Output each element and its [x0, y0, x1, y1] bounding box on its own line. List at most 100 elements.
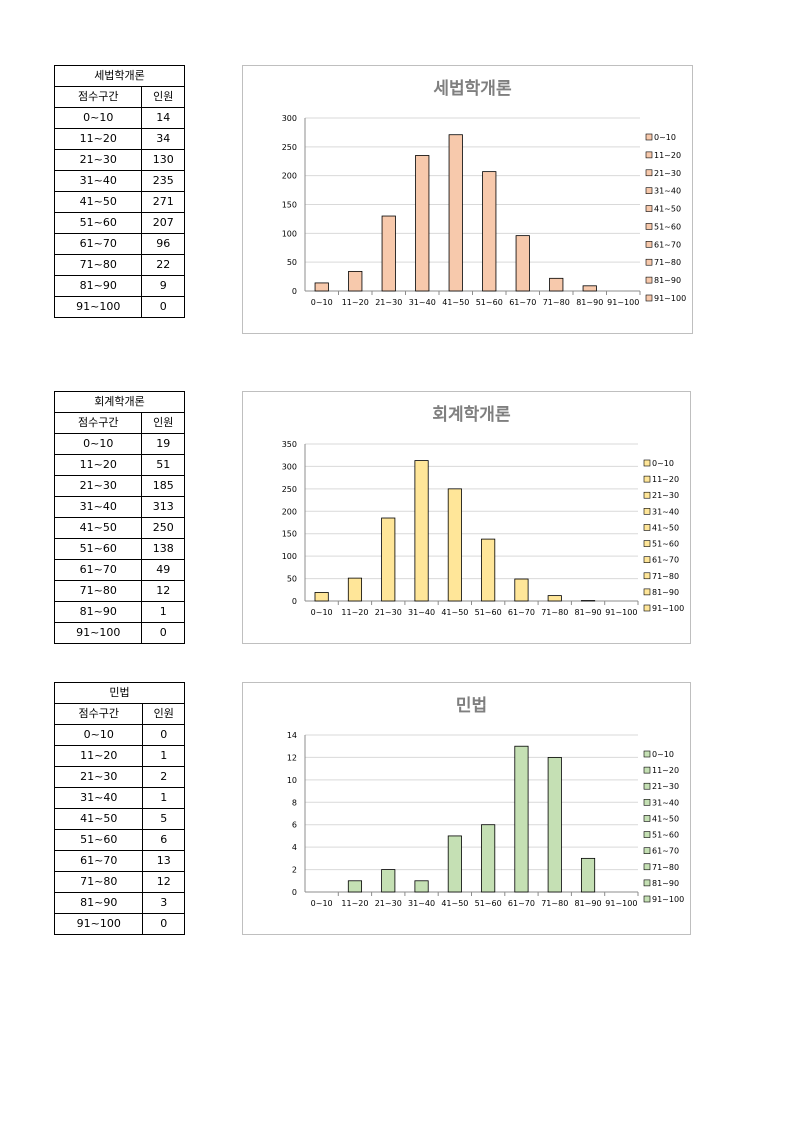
- legend-label: 91~100: [652, 604, 684, 613]
- range-cell: 71~80: [53, 254, 143, 276]
- legend-label: 91~100: [654, 294, 686, 303]
- count-cell: 34: [141, 128, 185, 150]
- legend-swatch: [643, 508, 651, 515]
- legend-label: 91~100: [652, 895, 684, 904]
- x-tick-label: 61~70: [508, 608, 535, 617]
- chart-title: 세법학개론: [433, 79, 512, 99]
- count-cell: 271: [141, 191, 185, 213]
- bar: [448, 134, 463, 292]
- table-row: 0~10 14: [53, 107, 185, 129]
- bar: [447, 835, 462, 893]
- table-row: 61~70 49: [53, 559, 185, 581]
- legend-label: 41~50: [652, 814, 679, 823]
- range-cell: 21~30: [53, 766, 144, 788]
- y-tick-label: 2: [292, 866, 297, 875]
- legend-swatch: [643, 604, 651, 612]
- y-tick-label: 150: [282, 201, 297, 210]
- table-row: 71~80 22: [53, 254, 185, 276]
- column-header-range: 점수구간: [53, 412, 143, 434]
- x-tick-label: 41~50: [442, 298, 469, 307]
- y-tick-label: 12: [287, 753, 297, 762]
- count-cell: 207: [141, 212, 185, 234]
- legend-swatch: [645, 187, 653, 194]
- table-row: 61~70 13: [53, 850, 185, 872]
- legend-swatch: [643, 475, 651, 483]
- legend-label: 0~10: [652, 459, 674, 468]
- table-row: 21~30 2: [53, 766, 185, 788]
- range-cell: 21~30: [53, 475, 143, 497]
- table-row: 41~50 250: [53, 517, 185, 539]
- count-cell: 185: [141, 475, 185, 497]
- legend-swatch: [643, 524, 651, 531]
- legend-swatch: [643, 491, 651, 499]
- legend-label: 31~40: [654, 187, 681, 196]
- y-tick-label: 300: [282, 114, 297, 123]
- legend-label: 31~40: [652, 507, 679, 516]
- legend-label: 61~70: [652, 847, 679, 856]
- count-cell: 0: [141, 296, 185, 318]
- bar: [481, 538, 496, 602]
- legend-swatch: [645, 133, 653, 141]
- x-tick-label: 71~80: [541, 608, 568, 617]
- x-tick-label: 11~20: [341, 608, 368, 617]
- y-tick-label: 100: [282, 552, 297, 561]
- bar: [415, 155, 430, 292]
- legend-label: 0~10: [652, 750, 674, 759]
- column-header-count: 인원: [142, 703, 185, 725]
- bar: [514, 578, 529, 602]
- table-row: 71~80 12: [53, 580, 185, 602]
- count-cell: 6: [142, 829, 185, 851]
- count-cell: 12: [141, 580, 185, 602]
- bar: [547, 757, 562, 893]
- range-cell: 91~100: [53, 622, 143, 644]
- range-cell: 0~10: [53, 433, 143, 455]
- count-cell: 51: [141, 454, 185, 476]
- y-tick-label: 14: [287, 731, 297, 740]
- y-tick-label: 0: [292, 888, 297, 897]
- count-cell: 0: [142, 913, 185, 935]
- legend-label: 51~60: [652, 831, 679, 840]
- range-cell: 0~10: [53, 107, 143, 129]
- x-tick-label: 91~100: [605, 608, 637, 617]
- legend-label: 21~30: [652, 782, 679, 791]
- range-cell: 31~40: [53, 496, 143, 518]
- range-cell: 41~50: [53, 808, 144, 830]
- legend-swatch: [643, 782, 651, 790]
- x-tick-label: 11~20: [341, 899, 368, 908]
- y-tick-label: 100: [282, 229, 297, 238]
- count-cell: 313: [141, 496, 185, 518]
- x-tick-label: 11~20: [342, 298, 369, 307]
- legend-label: 61~70: [652, 556, 679, 565]
- y-tick-label: 250: [282, 143, 297, 152]
- x-tick-label: 41~50: [441, 608, 468, 617]
- count-cell: 0: [142, 724, 185, 746]
- table-row: 31~40 1: [53, 787, 185, 809]
- x-tick-label: 61~70: [508, 899, 535, 908]
- x-tick-label: 31~40: [409, 298, 436, 307]
- bar: [381, 517, 396, 602]
- table-row: 0~10 19: [53, 433, 185, 455]
- range-cell: 91~100: [53, 913, 144, 935]
- legend-label: 11~20: [652, 766, 679, 775]
- legend-swatch: [643, 540, 651, 547]
- bar: [514, 745, 529, 893]
- bar: [314, 282, 329, 292]
- x-tick-label: 41~50: [441, 899, 468, 908]
- bar: [347, 880, 363, 893]
- legend-label: 81~90: [652, 588, 679, 597]
- legend-swatch: [645, 151, 653, 159]
- range-cell: 81~90: [53, 601, 143, 623]
- table-row: 81~90 3: [53, 892, 185, 914]
- table-row: 81~90 1: [53, 601, 185, 623]
- chart-svg-1: 세법학개론 0 50 100 150 200 250 300 0~10 11~20 21~30 31~…: [282, 79, 686, 307]
- table-row: 21~30 185: [53, 475, 185, 497]
- legend-swatch: [643, 847, 651, 854]
- legend-label: 11~20: [652, 475, 679, 484]
- table-row: 91~100 0: [53, 296, 185, 318]
- legend-swatch: [645, 258, 653, 266]
- range-cell: 81~90: [53, 892, 144, 914]
- count-cell: 0: [141, 622, 185, 644]
- table-row: 41~50 271: [53, 191, 185, 213]
- range-cell: 61~70: [53, 850, 144, 872]
- legend-label: 41~50: [654, 205, 681, 214]
